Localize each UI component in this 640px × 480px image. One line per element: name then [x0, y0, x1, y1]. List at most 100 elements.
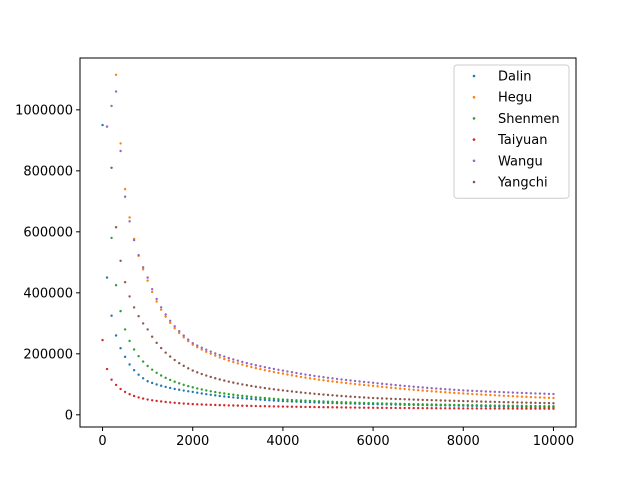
point-yangchi — [462, 399, 465, 403]
point-wangu — [403, 384, 406, 388]
point-shenmen — [132, 348, 136, 351]
point-wangu — [507, 391, 510, 394]
point-wangu — [308, 374, 312, 377]
point-yangchi — [191, 369, 194, 372]
point-yangchi — [353, 395, 357, 399]
point-hegu — [480, 393, 483, 396]
point-yangchi — [200, 372, 203, 376]
point-shenmen — [457, 403, 460, 407]
point-hegu — [349, 382, 352, 385]
point-hegu — [475, 393, 478, 396]
point-wangu — [547, 392, 551, 396]
point-hegu — [196, 346, 199, 349]
y-tick-label: 800000 — [23, 164, 73, 179]
point-shenmen — [453, 403, 456, 407]
point-hegu — [444, 391, 447, 394]
point-hegu — [362, 383, 366, 387]
point-wangu — [439, 387, 442, 391]
point-wangu — [344, 378, 348, 382]
legend-label: Shenmen — [498, 112, 560, 127]
point-taiyuan — [245, 404, 249, 408]
point-yangchi — [435, 399, 438, 402]
point-hegu — [471, 392, 474, 396]
point-taiyuan — [182, 402, 185, 405]
point-yangchi — [119, 259, 122, 262]
point-hegu — [538, 396, 542, 399]
point-shenmen — [344, 401, 348, 404]
point-taiyuan — [525, 407, 528, 410]
point-yangchi — [407, 398, 411, 401]
point-shenmen — [295, 399, 298, 402]
point-taiyuan — [254, 404, 258, 408]
point-dalin — [159, 384, 163, 387]
point-shenmen — [119, 309, 122, 313]
point-hegu — [178, 331, 181, 335]
point-shenmen — [362, 401, 366, 405]
point-taiyuan — [389, 406, 393, 410]
point-taiyuan — [114, 383, 118, 387]
point-yangchi — [331, 394, 334, 397]
point-dalin — [101, 123, 104, 127]
point-taiyuan — [164, 400, 167, 404]
point-yangchi — [511, 401, 515, 404]
point-yangchi — [299, 391, 303, 394]
point-wangu — [110, 104, 113, 108]
point-hegu — [286, 373, 289, 376]
x-tick-label: 2000 — [176, 434, 209, 449]
point-shenmen — [511, 404, 515, 407]
point-wangu — [475, 389, 478, 393]
point-wangu — [453, 388, 456, 392]
point-hegu — [119, 142, 122, 145]
point-wangu — [105, 125, 109, 128]
point-hegu — [299, 375, 303, 379]
point-taiyuan — [538, 407, 542, 410]
point-wangu — [254, 364, 258, 367]
point-wangu — [173, 325, 176, 328]
point-taiyuan — [317, 405, 321, 409]
point-wangu — [362, 380, 366, 384]
point-shenmen — [268, 397, 271, 400]
point-shenmen — [123, 328, 127, 331]
point-taiyuan — [141, 397, 145, 400]
point-wangu — [326, 376, 330, 379]
point-wangu — [394, 383, 397, 387]
point-yangchi — [259, 386, 262, 389]
point-wangu — [281, 369, 285, 372]
point-wangu — [123, 195, 127, 198]
point-taiyuan — [534, 407, 537, 410]
point-wangu — [416, 385, 420, 389]
point-hegu — [123, 187, 127, 191]
point-yangchi — [178, 361, 181, 365]
point-dalin — [214, 394, 217, 397]
point-shenmen — [475, 404, 478, 407]
point-taiyuan — [421, 406, 424, 410]
point-hegu — [435, 390, 438, 393]
data-points — [101, 73, 555, 410]
point-yangchi — [466, 400, 469, 403]
point-shenmen — [209, 390, 212, 393]
point-hegu — [421, 389, 424, 392]
point-wangu — [223, 355, 226, 358]
point-wangu — [178, 330, 181, 333]
point-taiyuan — [385, 406, 388, 410]
point-hegu — [493, 394, 497, 397]
point-hegu — [367, 384, 370, 387]
point-wangu — [376, 382, 379, 385]
point-taiyuan — [209, 403, 212, 407]
point-taiyuan — [394, 406, 397, 410]
point-hegu — [511, 395, 515, 398]
point-yangchi — [340, 394, 343, 398]
point-taiyuan — [543, 407, 546, 410]
point-taiyuan — [380, 406, 384, 410]
point-shenmen — [389, 402, 393, 405]
point-dalin — [205, 392, 208, 396]
series-hegu — [114, 73, 555, 400]
point-wangu — [168, 319, 172, 322]
point-yangchi — [155, 341, 158, 345]
point-taiyuan — [132, 394, 136, 398]
point-taiyuan — [335, 406, 339, 409]
point-shenmen — [507, 404, 510, 407]
point-shenmen — [462, 403, 465, 407]
point-hegu — [232, 360, 235, 364]
